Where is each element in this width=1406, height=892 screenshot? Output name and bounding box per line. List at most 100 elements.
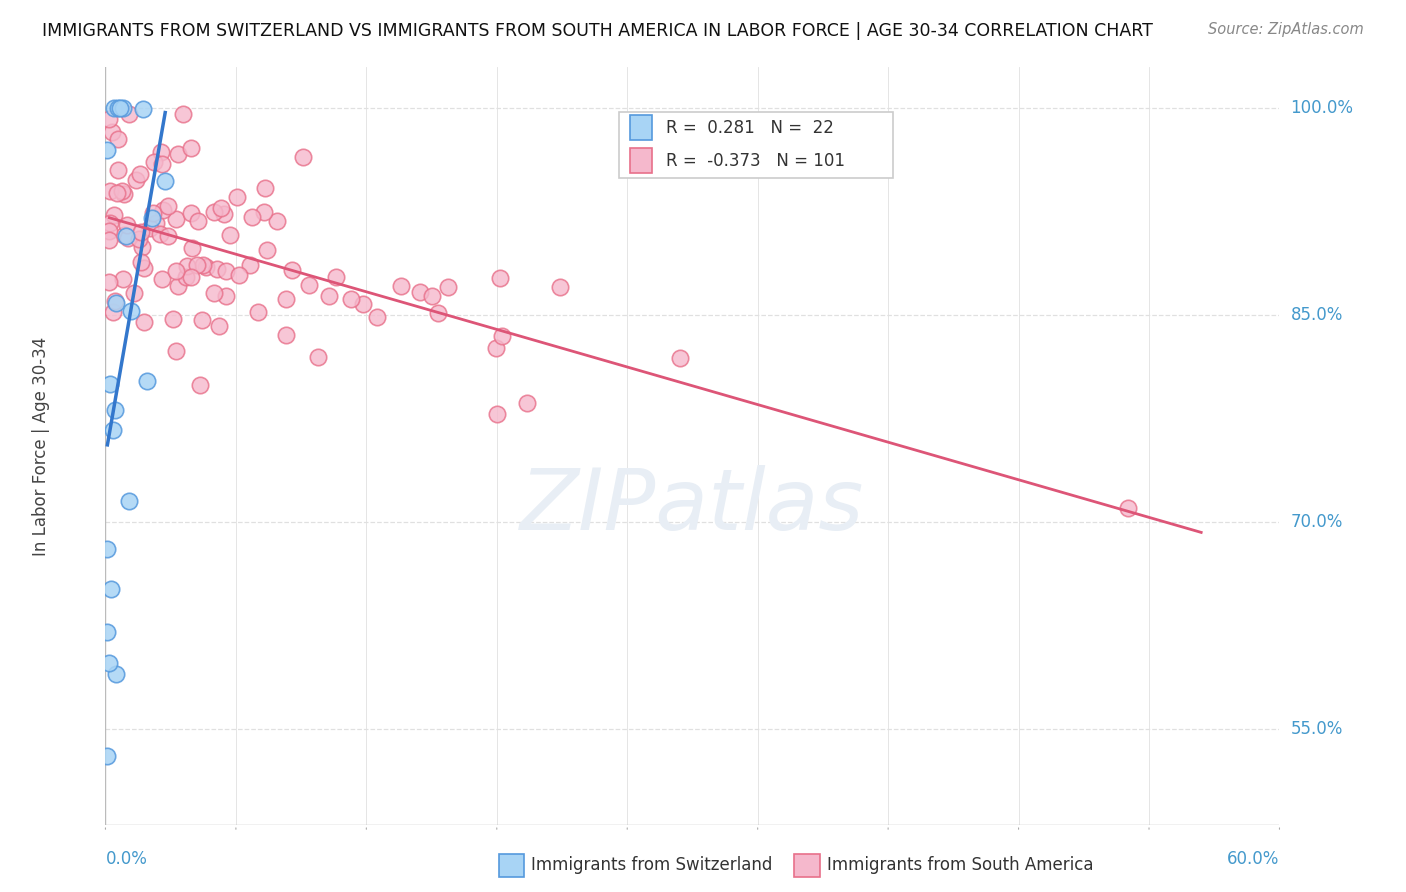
Point	[129, 225, 152, 239]
Point	[215, 288, 238, 302]
Point	[188, 377, 211, 392]
Text: In Labor Force | Age 30-34: In Labor Force | Age 30-34	[32, 336, 49, 556]
Text: R =  0.281   N =  22: R = 0.281 N = 22	[666, 119, 834, 136]
Point	[254, 181, 277, 195]
Point	[112, 186, 135, 201]
Point	[212, 207, 235, 221]
Point	[118, 107, 141, 121]
Point	[485, 408, 508, 422]
Point	[101, 305, 124, 319]
Point	[157, 228, 180, 243]
Point	[98, 377, 121, 392]
Point	[266, 213, 288, 227]
Point	[325, 270, 347, 285]
Text: IMMIGRANTS FROM SWITZERLAND VS IMMIGRANTS FROM SOUTH AMERICA IN LABOR FORCE | AG: IMMIGRANTS FROM SWITZERLAND VS IMMIGRANT…	[42, 22, 1153, 40]
Point	[180, 206, 202, 220]
Text: 0.0%: 0.0%	[105, 850, 148, 868]
Point	[107, 163, 129, 178]
Point	[208, 318, 231, 333]
Point	[149, 227, 172, 241]
Point	[162, 311, 184, 326]
Point	[107, 101, 129, 115]
Point	[292, 150, 315, 164]
Point	[120, 303, 142, 318]
Point	[340, 293, 363, 307]
Point	[98, 185, 121, 199]
Point	[165, 344, 187, 359]
Point	[98, 225, 121, 239]
Point	[209, 201, 232, 215]
Point	[280, 263, 302, 277]
Text: ZIPatlas: ZIPatlas	[520, 465, 865, 549]
Point	[548, 280, 571, 294]
Point	[108, 101, 131, 115]
Point	[105, 186, 128, 201]
Point	[298, 278, 321, 293]
Point	[142, 206, 165, 220]
Point	[437, 280, 460, 294]
Point	[96, 144, 118, 158]
Point	[172, 107, 194, 121]
Point	[247, 304, 270, 318]
Point	[103, 101, 125, 115]
Point	[96, 542, 118, 557]
Point	[180, 270, 202, 285]
Point	[165, 211, 187, 226]
Point	[167, 147, 190, 161]
Point	[101, 423, 124, 437]
Text: 55.0%: 55.0%	[1291, 720, 1343, 738]
Point	[128, 232, 150, 246]
Point	[167, 278, 190, 293]
Point	[215, 264, 238, 278]
Point	[253, 205, 276, 219]
Point	[103, 208, 125, 222]
Point	[318, 289, 340, 303]
Text: R =  -0.373   N = 101: R = -0.373 N = 101	[666, 152, 845, 169]
Point	[165, 263, 187, 277]
Point	[239, 258, 262, 272]
Point	[100, 582, 122, 596]
Point	[98, 275, 121, 289]
Point	[274, 327, 297, 342]
Point	[202, 205, 225, 219]
Point	[226, 190, 249, 204]
Point	[105, 666, 128, 681]
Point	[153, 174, 176, 188]
Point	[150, 157, 173, 171]
Point	[193, 258, 215, 272]
Point	[176, 259, 198, 273]
Point	[143, 154, 166, 169]
Point	[129, 167, 152, 181]
Point	[96, 749, 118, 764]
Point	[122, 286, 145, 301]
Point	[145, 216, 167, 230]
Point	[98, 233, 121, 247]
Point	[115, 218, 138, 232]
Point	[131, 240, 153, 254]
Point	[129, 255, 152, 269]
Point	[485, 341, 508, 355]
Point	[426, 306, 449, 320]
Point	[150, 271, 173, 285]
Point	[96, 625, 118, 640]
Text: Immigrants from Switzerland: Immigrants from Switzerland	[531, 856, 773, 874]
Point	[112, 227, 135, 242]
Point	[194, 260, 217, 275]
Point	[180, 141, 202, 155]
Text: 70.0%: 70.0%	[1291, 513, 1343, 531]
Point	[134, 315, 156, 329]
Point	[181, 242, 204, 256]
Point	[366, 310, 388, 325]
Point	[139, 221, 162, 235]
Point	[100, 125, 122, 139]
Point	[136, 374, 159, 388]
Point	[132, 102, 155, 116]
Text: Immigrants from South America: Immigrants from South America	[827, 856, 1094, 874]
Point	[420, 288, 443, 302]
Text: Source: ZipAtlas.com: Source: ZipAtlas.com	[1208, 22, 1364, 37]
Point	[150, 145, 173, 159]
Point	[105, 295, 128, 310]
Point	[389, 278, 412, 293]
Point	[112, 272, 135, 286]
Point	[669, 351, 692, 365]
